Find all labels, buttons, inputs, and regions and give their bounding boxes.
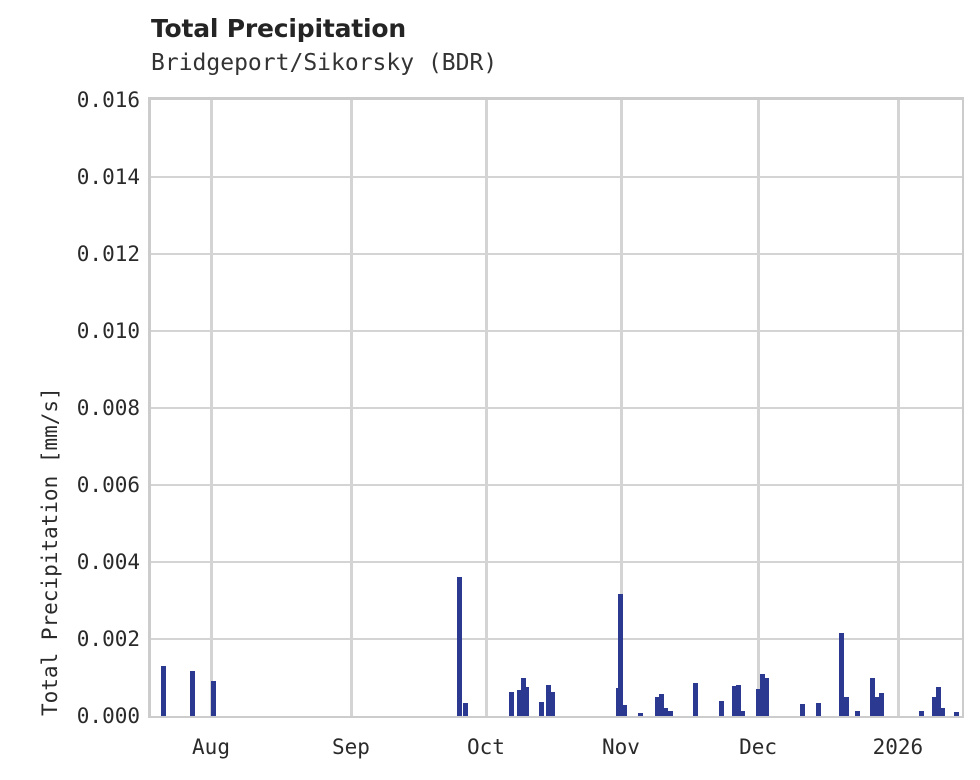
bar <box>879 692 885 716</box>
bar <box>508 691 514 716</box>
x-tick-label: 2026 <box>872 735 924 759</box>
bar <box>549 691 555 716</box>
bar <box>731 685 737 716</box>
gridline-horizontal <box>151 638 962 640</box>
bar <box>189 671 195 716</box>
bar <box>520 678 526 716</box>
bar <box>457 577 463 716</box>
plot-border-top <box>151 97 964 101</box>
gridline-vertical <box>210 100 213 716</box>
y-tick-label: 0.006 <box>76 473 140 497</box>
y-tick-label: 0.008 <box>76 396 140 420</box>
bar <box>953 712 959 716</box>
bar <box>516 690 522 716</box>
bar <box>759 674 765 716</box>
bar <box>718 701 724 716</box>
y-tick-label: 0.016 <box>76 88 140 112</box>
bar <box>622 704 628 716</box>
bar <box>931 696 937 716</box>
gridline-horizontal <box>151 561 962 563</box>
bar <box>538 702 544 716</box>
y-tick-label: 0.000 <box>76 704 140 728</box>
x-tick-label: Nov <box>602 735 640 759</box>
x-tick-label: Aug <box>192 735 230 759</box>
bar <box>662 707 668 716</box>
gridline-vertical <box>896 100 900 716</box>
bar <box>462 703 468 716</box>
x-tick-label: Dec <box>739 735 777 759</box>
plot-border-left <box>148 97 152 717</box>
bar <box>667 710 673 716</box>
bar <box>545 685 551 716</box>
chart-title: Total Precipitation <box>151 14 406 43</box>
bar <box>935 687 941 716</box>
bar <box>854 711 860 716</box>
y-tick-label: 0.010 <box>76 319 140 343</box>
bar <box>755 689 761 716</box>
gridline-vertical <box>619 100 623 716</box>
bar <box>918 710 924 716</box>
bar <box>658 693 664 716</box>
bar <box>875 696 881 716</box>
bar <box>523 687 529 716</box>
gridline-horizontal <box>151 176 962 178</box>
bar <box>815 702 821 716</box>
bar <box>799 704 805 716</box>
bar <box>940 708 946 716</box>
bar <box>843 696 849 716</box>
gridline-horizontal <box>151 484 962 486</box>
gridline-vertical <box>757 100 761 716</box>
plot-area <box>151 100 962 716</box>
bar <box>654 696 660 716</box>
bar <box>618 594 624 716</box>
bar <box>210 680 216 716</box>
chart-subtitle: Bridgeport/Sikorsky (BDR) <box>151 50 498 76</box>
bar <box>870 678 876 716</box>
gridline-horizontal <box>151 407 962 409</box>
gridline-horizontal <box>151 330 962 332</box>
x-tick-label: Sep <box>331 735 370 759</box>
bar <box>839 633 845 716</box>
y-tick-label: 0.014 <box>76 165 140 189</box>
bar <box>160 665 166 716</box>
gridline-horizontal <box>151 253 962 255</box>
gridline-vertical <box>484 100 488 716</box>
bar <box>637 712 643 716</box>
bar <box>764 678 770 716</box>
y-tick-label: 0.004 <box>76 550 140 574</box>
gridline-vertical <box>349 100 353 716</box>
bar <box>735 685 741 716</box>
y-tick-label: 0.012 <box>76 242 140 266</box>
x-tick-label: Oct <box>466 735 505 759</box>
bar <box>739 711 745 716</box>
y-tick-label: 0.002 <box>76 627 140 651</box>
plot-border-right <box>960 97 964 717</box>
bar <box>693 683 699 716</box>
bar-series <box>151 100 962 716</box>
